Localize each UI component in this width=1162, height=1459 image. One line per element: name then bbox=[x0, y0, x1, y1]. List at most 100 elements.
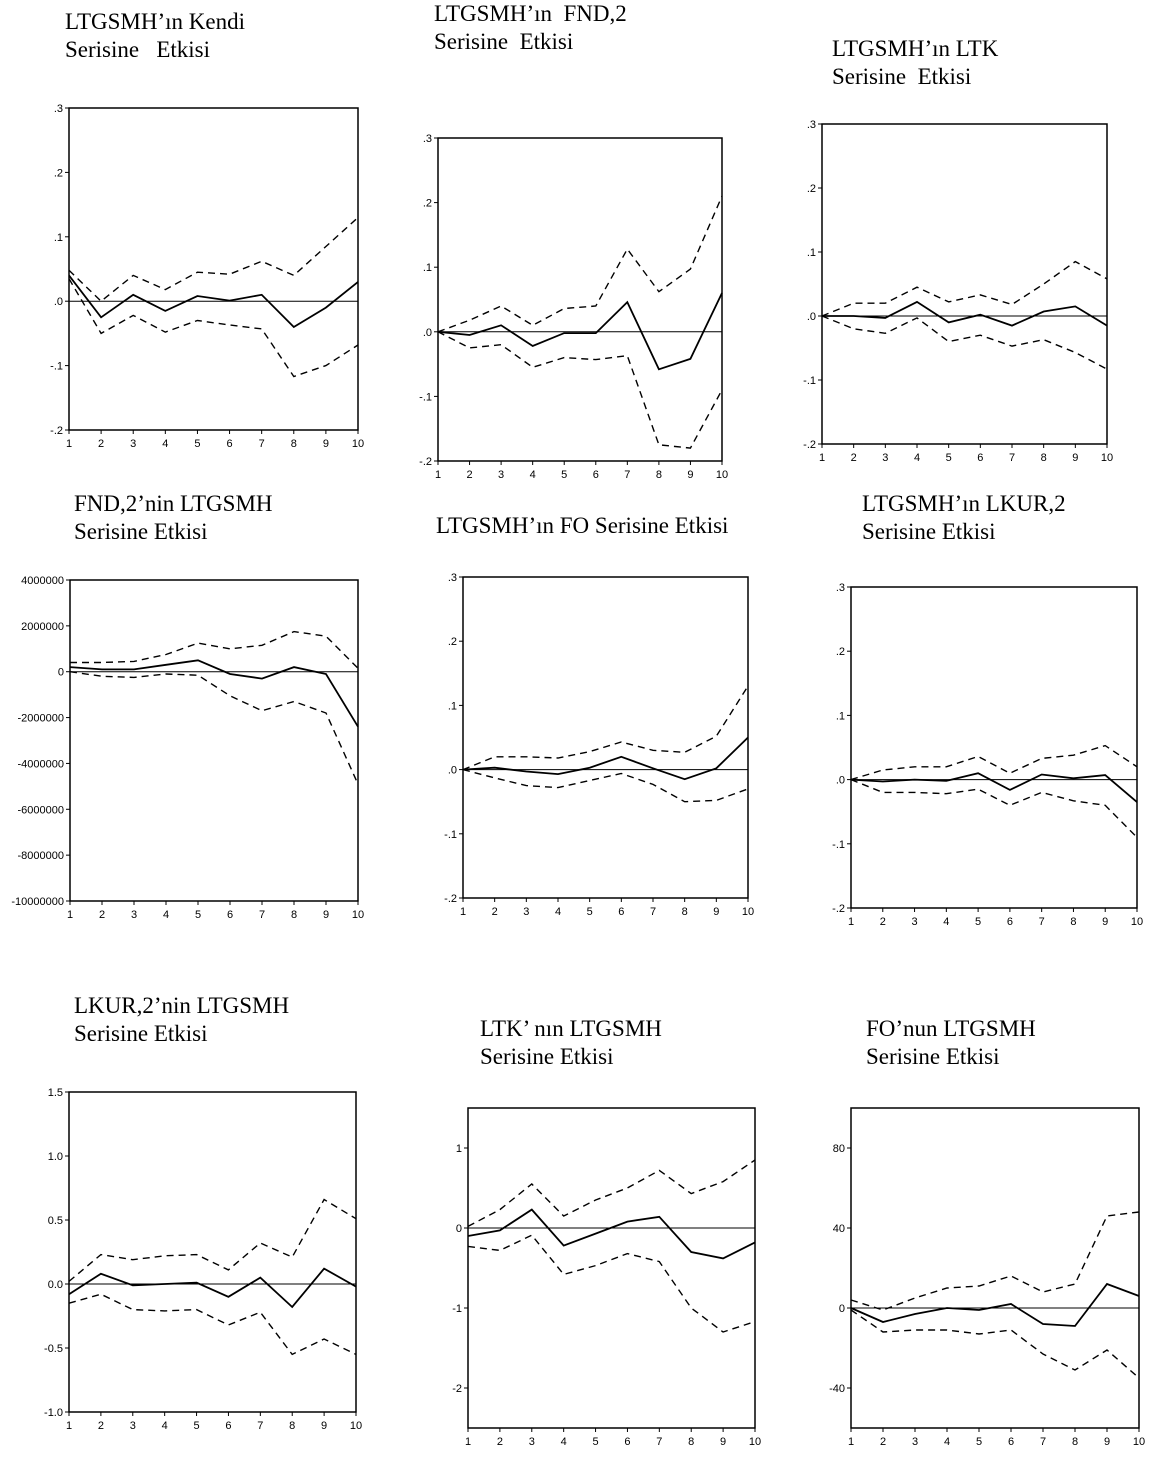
x-tick-label: 10 bbox=[352, 438, 364, 450]
y-tick-label: .0 bbox=[448, 765, 457, 777]
x-tick-label: 1 bbox=[460, 906, 466, 918]
y-tick-label: -40 bbox=[829, 1383, 845, 1395]
x-tick-label: 1 bbox=[465, 1436, 471, 1448]
y-tick-label: .1 bbox=[807, 247, 816, 259]
y-tick-label: .3 bbox=[448, 572, 457, 584]
y-tick-label: 40 bbox=[833, 1223, 845, 1235]
x-tick-label: 1 bbox=[848, 916, 854, 928]
x-tick-label: 7 bbox=[259, 438, 265, 450]
x-tick-label: 2 bbox=[99, 909, 105, 921]
plot-frame bbox=[850, 586, 1138, 909]
chart-title-line-2: Serisine Etkisi bbox=[480, 1044, 614, 1069]
response-line bbox=[68, 274, 359, 329]
chart-title-line-1: LTGSMH’ın FO Serisine Etkisi bbox=[436, 513, 729, 538]
x-tick-label: 9 bbox=[720, 1436, 726, 1448]
y-tick-label: -.2 bbox=[444, 893, 457, 905]
chart-title: LTGSMH’ın Kendi Serisine Etkisi bbox=[65, 8, 245, 64]
y-tick-label: .1 bbox=[423, 262, 432, 274]
x-tick-label: 8 bbox=[289, 1420, 295, 1432]
lower-band-line bbox=[69, 671, 359, 785]
y-tick-label: -2 bbox=[452, 1383, 462, 1395]
response-line bbox=[437, 292, 723, 371]
chart-title-line-1: LTGSMH’ın LTK bbox=[832, 36, 999, 61]
x-tick-label: 5 bbox=[195, 909, 201, 921]
x-tick-label: 6 bbox=[618, 906, 624, 918]
y-tick-label: .3 bbox=[54, 103, 63, 115]
x-tick-label: 6 bbox=[225, 1420, 231, 1432]
y-tick-label: 4000000 bbox=[21, 575, 64, 587]
chart-title-line-2: Serisine Etkisi bbox=[866, 1044, 1000, 1069]
upper-band-line bbox=[70, 630, 359, 669]
chart-title-line-2: Serisine Etkisi bbox=[74, 519, 208, 544]
x-tick-label: 5 bbox=[976, 1436, 982, 1448]
y-tick-label: 0 bbox=[839, 1303, 845, 1315]
response-line bbox=[68, 1267, 357, 1309]
x-tick-label: 6 bbox=[977, 452, 983, 464]
x-tick-label: 3 bbox=[529, 1436, 535, 1448]
plot-frame bbox=[437, 137, 723, 462]
y-tick-label: 80 bbox=[833, 1143, 845, 1155]
chart-title: LTGSMH’ın LTK Serisine Etkisi bbox=[832, 35, 998, 91]
x-tick-label: 3 bbox=[498, 469, 504, 481]
x-tick-label: 7 bbox=[624, 469, 630, 481]
y-tick-label: .3 bbox=[836, 582, 845, 594]
y-tick-label: -1 bbox=[452, 1303, 462, 1315]
lower-band-line bbox=[437, 331, 723, 449]
x-tick-label: 6 bbox=[1008, 1436, 1014, 1448]
y-tick-label: .2 bbox=[448, 636, 457, 648]
x-tick-label: 9 bbox=[321, 1420, 327, 1432]
plot-frame bbox=[850, 1107, 1140, 1429]
x-tick-label: 6 bbox=[593, 469, 599, 481]
x-tick-label: 10 bbox=[1101, 452, 1113, 464]
y-tick-label: 0 bbox=[58, 667, 64, 679]
x-tick-label: 3 bbox=[912, 1436, 918, 1448]
chart-title-line-1: FND,2’nin LTGSMH bbox=[74, 491, 273, 516]
x-tick-label: 8 bbox=[656, 469, 662, 481]
x-tick-label: 2 bbox=[880, 1436, 886, 1448]
chart-title-line-2: Serisine Etkisi bbox=[65, 37, 211, 62]
x-tick-label: 4 bbox=[555, 906, 561, 918]
y-tick-label: -.1 bbox=[832, 839, 845, 851]
x-tick-label: 3 bbox=[882, 452, 888, 464]
y-tick-label: -2000000 bbox=[18, 713, 65, 725]
x-tick-label: 4 bbox=[943, 916, 949, 928]
x-tick-label: 9 bbox=[1104, 1436, 1110, 1448]
x-tick-label: 4 bbox=[561, 1436, 567, 1448]
y-tick-label: -.2 bbox=[803, 439, 816, 451]
chart-title: LTK’ nın LTGSMH Serisine Etkisi bbox=[480, 1015, 662, 1071]
x-tick-label: 7 bbox=[1009, 452, 1015, 464]
plot-frame bbox=[462, 576, 749, 899]
x-tick-label: 9 bbox=[713, 906, 719, 918]
x-tick-label: 2 bbox=[98, 1420, 104, 1432]
upper-band-line bbox=[437, 195, 723, 333]
upper-band-line bbox=[68, 216, 359, 303]
upper-band-line bbox=[821, 260, 1108, 317]
y-tick-label: .1 bbox=[448, 700, 457, 712]
upper-band-line bbox=[68, 1198, 357, 1282]
x-tick-label: 8 bbox=[1070, 916, 1076, 928]
x-tick-label: 5 bbox=[561, 469, 567, 481]
y-tick-label: -.2 bbox=[832, 903, 845, 915]
x-tick-label: 8 bbox=[1041, 452, 1047, 464]
plot-frame bbox=[68, 1091, 357, 1413]
y-tick-label: .1 bbox=[54, 232, 63, 244]
x-tick-label: 1 bbox=[435, 469, 441, 481]
x-tick-label: 8 bbox=[1072, 1436, 1078, 1448]
x-tick-label: 8 bbox=[688, 1436, 694, 1448]
y-tick-label: -.2 bbox=[419, 456, 432, 468]
x-tick-label: 2 bbox=[492, 906, 498, 918]
chart-title-line-1: LTGSMH’ın LKUR,2 bbox=[862, 491, 1066, 516]
chart-title: LTGSMH’ın FO Serisine Etkisi bbox=[436, 512, 728, 540]
x-tick-label: 4 bbox=[163, 909, 169, 921]
x-tick-label: 10 bbox=[716, 469, 728, 481]
chart-title-line-2: Serisine Etkisi bbox=[832, 64, 972, 89]
x-tick-label: 3 bbox=[523, 906, 529, 918]
x-tick-label: 10 bbox=[749, 1436, 761, 1448]
y-tick-label: -1.0 bbox=[44, 1407, 63, 1419]
y-tick-label: 0.0 bbox=[48, 1279, 63, 1291]
x-tick-label: 9 bbox=[1102, 916, 1108, 928]
x-tick-label: 6 bbox=[1007, 916, 1013, 928]
